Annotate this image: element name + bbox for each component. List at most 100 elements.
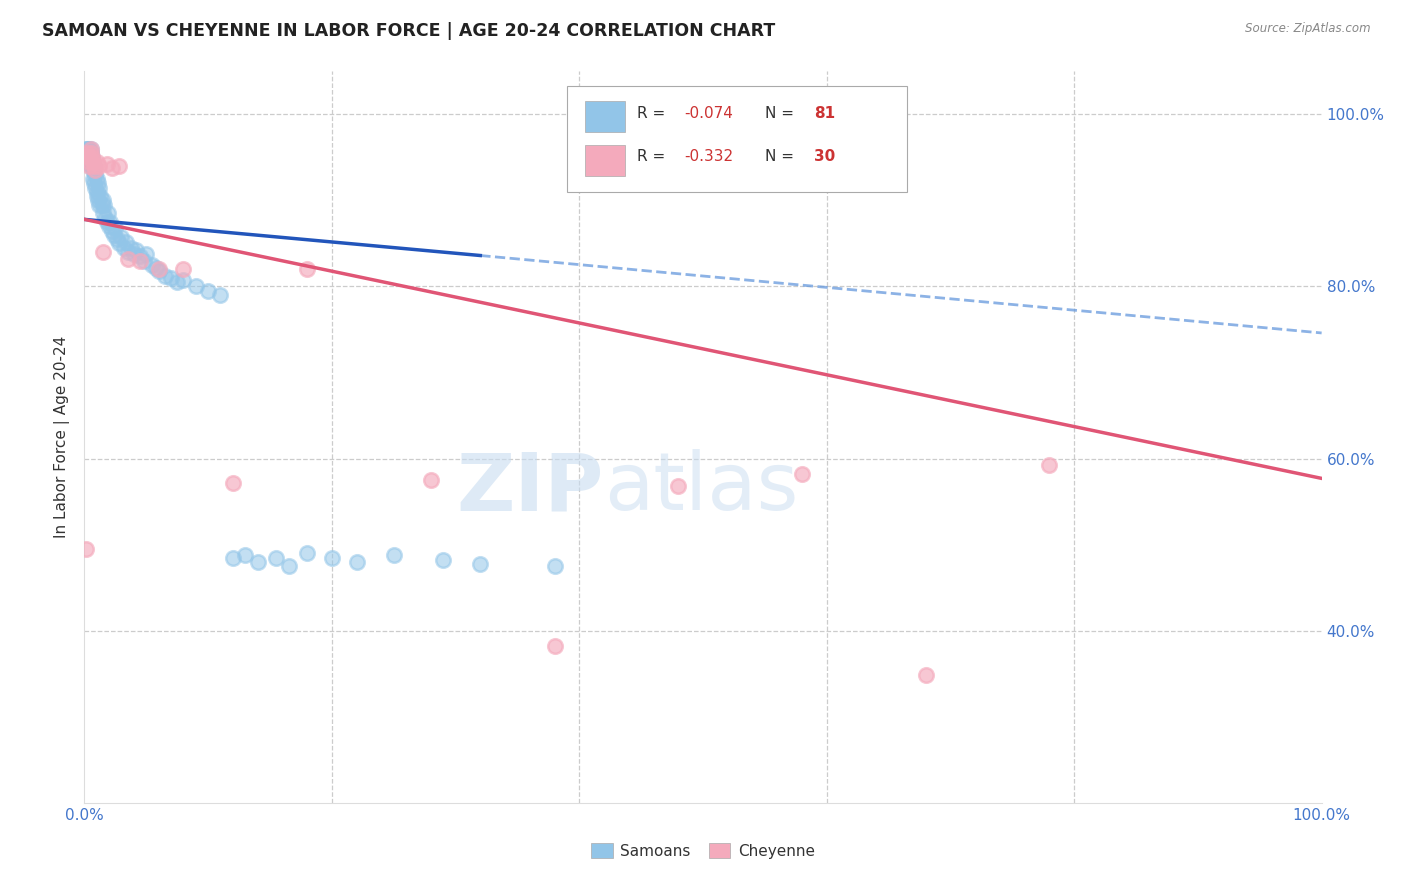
Point [96, 215, 118, 229]
Point [77, 847, 100, 862]
Point [84, 180, 107, 194]
Point [129, 249, 152, 263]
Point [84, 168, 107, 182]
Text: N =: N = [765, 105, 799, 120]
Point [543, 639, 565, 653]
Point [75, 541, 97, 556]
Point [84, 163, 107, 178]
Point [125, 244, 148, 258]
Point [86, 172, 108, 186]
Point [86, 154, 108, 169]
Text: -0.074: -0.074 [685, 105, 734, 120]
Point [233, 548, 256, 562]
Point [77, 154, 100, 169]
Text: atlas: atlas [605, 450, 799, 527]
Point [77, 142, 100, 156]
Point [246, 555, 269, 569]
Text: -0.332: -0.332 [685, 150, 734, 164]
Point [419, 473, 441, 487]
Point [132, 253, 155, 268]
Point [100, 161, 122, 175]
Point [86, 189, 108, 203]
Point [115, 235, 138, 249]
Point [87, 194, 110, 208]
Point [145, 260, 167, 275]
Point [153, 269, 176, 284]
Point [148, 262, 170, 277]
Point [79, 142, 101, 156]
Text: 30: 30 [814, 150, 835, 164]
Point [82, 172, 104, 186]
Point [100, 223, 122, 237]
Point [117, 252, 139, 266]
Point [295, 262, 318, 277]
Text: Source: ZipAtlas.com: Source: ZipAtlas.com [1246, 22, 1371, 36]
Point [91, 206, 114, 220]
Text: R =: R = [637, 105, 671, 120]
Point [75, 142, 97, 156]
Point [222, 475, 245, 490]
Point [103, 227, 125, 242]
Point [89, 189, 111, 203]
Point [80, 150, 103, 164]
Point [104, 221, 127, 235]
Point [82, 163, 104, 178]
Point [83, 159, 105, 173]
Text: R =: R = [637, 150, 671, 164]
Point [79, 142, 101, 156]
Point [432, 553, 454, 567]
Point [1038, 458, 1060, 473]
Point [914, 668, 936, 682]
Point [148, 264, 170, 278]
Point [94, 211, 117, 225]
Point [666, 479, 689, 493]
Text: N =: N = [765, 150, 799, 164]
Point [321, 550, 343, 565]
Point [79, 159, 101, 173]
Point [112, 241, 135, 255]
Point [80, 154, 103, 169]
Text: 81: 81 [814, 105, 835, 120]
Point [79, 146, 101, 161]
Point [108, 159, 131, 173]
Point [76, 142, 98, 156]
Point [382, 548, 405, 562]
Point [79, 154, 101, 169]
Point [543, 559, 565, 574]
Point [79, 146, 101, 161]
Text: ZIP: ZIP [457, 450, 605, 527]
FancyBboxPatch shape [585, 145, 626, 176]
Point [77, 146, 100, 161]
Point [110, 229, 132, 244]
Point [79, 146, 101, 161]
Point [79, 154, 101, 169]
Point [222, 550, 245, 565]
Point [166, 275, 188, 289]
Y-axis label: In Labor Force | Age 20-24: In Labor Force | Age 20-24 [55, 336, 70, 538]
Point [91, 194, 114, 208]
Point [76, 146, 98, 161]
Point [89, 180, 111, 194]
Point [91, 245, 114, 260]
Point [83, 159, 105, 173]
Point [87, 176, 110, 190]
Point [80, 159, 103, 173]
Point [79, 159, 101, 173]
Point [172, 272, 194, 286]
Point [90, 198, 112, 212]
Text: SAMOAN VS CHEYENNE IN LABOR FORCE | AGE 20-24 CORRELATION CHART: SAMOAN VS CHEYENNE IN LABOR FORCE | AGE … [42, 22, 776, 40]
Point [105, 232, 128, 246]
Point [83, 176, 105, 190]
Point [89, 159, 111, 173]
Point [264, 550, 287, 565]
Point [277, 559, 299, 574]
Point [97, 206, 120, 220]
Point [79, 142, 101, 156]
Point [346, 555, 368, 569]
Point [184, 279, 207, 293]
Point [79, 150, 101, 164]
Legend: Samoans, Cheyenne: Samoans, Cheyenne [585, 837, 821, 864]
Point [98, 219, 121, 234]
Point [93, 198, 115, 212]
Point [135, 247, 157, 261]
